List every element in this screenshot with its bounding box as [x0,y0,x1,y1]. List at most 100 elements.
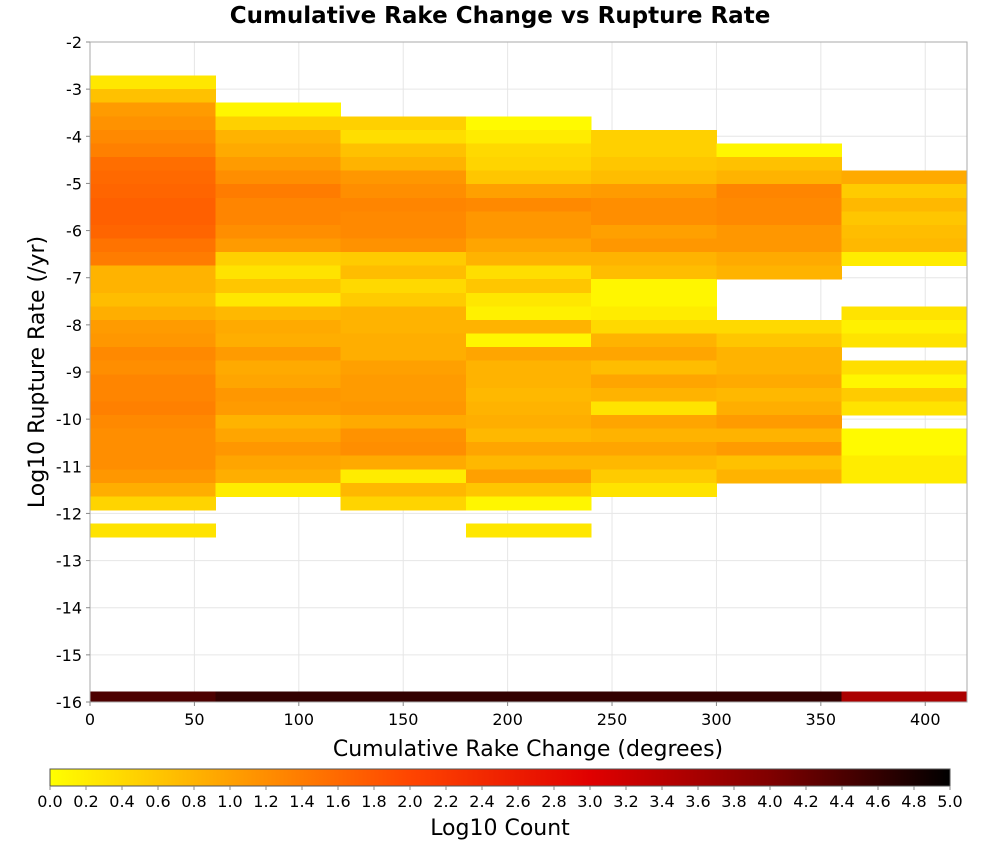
chart-title: Cumulative Rake Change vs Rupture Rate [230,3,771,29]
heatmap-cell [90,387,216,402]
heatmap-cell [215,333,342,348]
heatmap-cell [340,387,467,402]
heatmap-cell [465,691,592,703]
colorbar-tick-label: 0.4 [109,792,134,811]
heatmap-cell [716,469,843,484]
heatmap-cell [716,401,843,416]
heatmap-cell [591,401,717,416]
heatmap-cell [340,319,467,335]
heatmap-cell [340,129,467,144]
heatmap-cell [716,143,843,158]
heatmap-cell [841,252,968,267]
heatmap-cell [841,224,968,239]
colorbar-tick-label: 1.6 [325,792,350,811]
heatmap-cell [591,387,717,402]
colorbar-title: Log10 Count [430,816,570,841]
colorbar-tick-label: 4.8 [901,792,926,811]
colorbar-tick-label: 4.0 [757,792,782,811]
heatmap-cell [465,523,592,538]
heatmap-cell [90,347,216,362]
colorbar-tick-label: 3.4 [649,792,674,811]
heatmap-cell [465,428,592,443]
heatmap-cell [90,333,216,348]
x-axis-title: Cumulative Rake Change (degrees) [333,737,723,762]
heatmap-cell [215,414,342,430]
heatmap-cell [90,523,216,538]
heatmap-cell [90,75,216,90]
heatmap-cell [591,414,717,430]
colorbar-tick-label: 1.4 [289,792,314,811]
heatmap-cell [465,265,592,280]
heatmap-cell [340,347,467,362]
heatmap-cell [465,170,592,185]
colorbar-tick-label: 3.2 [613,792,638,811]
heatmap-cell [215,292,342,307]
heatmap-cell [841,306,968,321]
heatmap-cell [215,387,342,402]
heatmap-cell [716,691,843,703]
heatmap-cell [465,143,592,158]
heatmap-cell [591,306,717,321]
colorbar-ticks: 0.0 0.2 0.4 0.6 0.8 1.0 1.2 1.4 1.6 1.8 2.0 2.2 2.4 2… [37,786,963,811]
heatmap-cell [841,401,968,416]
heatmap-cell [90,265,216,280]
heatmap-cell [465,414,592,430]
heatmap-cell [90,238,216,253]
heatmap-cell [340,401,467,416]
heatmap-cell [716,333,843,348]
heatmap-cell [591,691,717,703]
heatmap-cell [841,469,968,484]
colorbar-tick-label: 0.6 [145,792,170,811]
colorbar-tick-label: 1.8 [361,792,386,811]
y-tick-label: -7 [66,269,82,288]
heatmap-cell [90,184,216,199]
heatmap-cell [716,455,843,470]
heatmap-cell [465,347,592,362]
heatmap-cell [841,319,968,335]
heatmap-cell [340,224,467,239]
colorbar-tick-label: 2.4 [469,792,494,811]
heatmap-cell [215,170,342,185]
heatmap-cell [716,374,843,389]
y-tick-label: -14 [56,599,82,618]
heatmap-cell [716,211,843,226]
heatmap-cell [841,428,968,443]
heatmap-cell [591,238,717,253]
heatmap-cell [591,157,717,172]
heatmap-cell [340,279,467,294]
y-tick-label: -9 [66,363,82,382]
heatmap-cell [90,197,216,212]
heatmap-cell [340,496,467,511]
colorbar-tick-label: 2.2 [433,792,458,811]
heatmap-cell [465,197,592,212]
heatmap-cell [90,455,216,470]
heatmap-cell [90,129,216,144]
heatmap-cell [215,442,342,457]
x-tick-label: 400 [910,710,941,729]
heatmap-cell [90,496,216,511]
heatmap-cell [465,306,592,321]
heatmap-cell [465,238,592,253]
heatmap-cell [90,224,216,239]
heatmap-cell [340,428,467,443]
heatmap-cell [215,691,342,703]
heatmap-cell [465,211,592,226]
heatmap-cell [841,387,968,402]
heatmap-cell [90,469,216,484]
heatmap-cell [90,116,216,131]
heatmap-cell [716,387,843,402]
heatmap-cell [716,224,843,239]
colorbar-tick-label: 4.4 [829,792,854,811]
heatmap-cell [340,170,467,185]
heatmap-cell [90,143,216,158]
heatmap-cell [215,184,342,199]
heatmap-cell [90,170,216,185]
heatmap-cell [716,170,843,185]
heatmap-cell [465,360,592,375]
heatmap-cell [90,279,216,294]
heatmap-cell [591,184,717,199]
heatmap-cell [841,333,968,348]
x-tick-label: 100 [284,710,315,729]
heatmap-cell [215,319,342,335]
